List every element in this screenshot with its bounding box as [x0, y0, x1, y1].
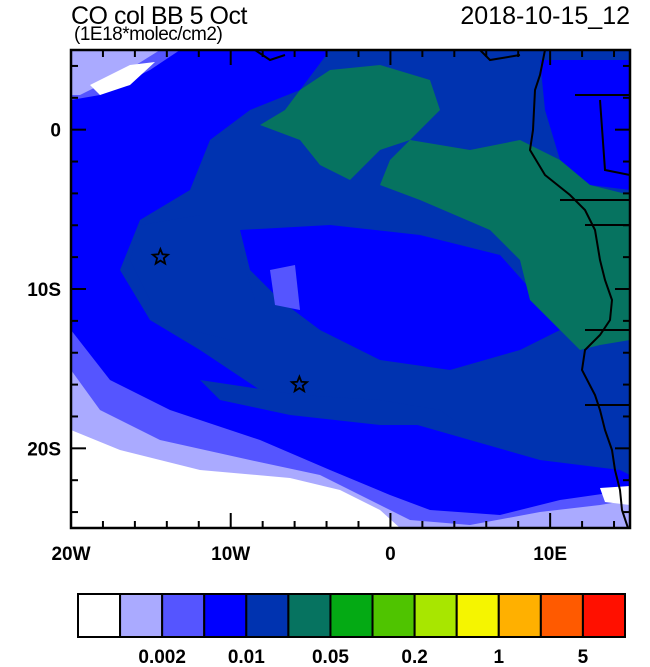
x-tick-label: 10E: [533, 544, 567, 565]
y-tick-label: 0: [50, 121, 61, 142]
colorbar-label: 0.002: [138, 647, 186, 667]
colorbar-box: [413, 593, 458, 638]
colorbar-box: [455, 593, 500, 638]
colorbar-box: [119, 593, 164, 638]
colorbar-box: [371, 593, 416, 638]
axis-ticks: 20W 10W 0 10E 0 10S 20S: [27, 50, 630, 565]
markers: [150, 246, 310, 394]
coastline: [254, 50, 630, 528]
colorbar-label: 1: [493, 647, 504, 667]
colorbar: 0.002 0.01 0.05 0.2 1 5: [77, 593, 627, 667]
x-tick-label: 20W: [51, 544, 90, 565]
y-tick-label: 20S: [27, 439, 61, 460]
star-marker: [150, 246, 171, 266]
datetime-label: 2018-10-15_12: [460, 2, 630, 30]
colorbar-label: 5: [578, 647, 589, 667]
colorbar-box: [287, 593, 332, 638]
co-field: [71, 50, 630, 528]
colorbar-box: [329, 593, 374, 638]
colorbar-box: [245, 593, 290, 638]
colorbar-label: 0.05: [312, 647, 349, 667]
colorbar-label: 0.01: [228, 647, 265, 667]
x-tick-label: 10W: [211, 544, 250, 565]
colorbar-box: [77, 593, 122, 638]
colorbar-label: 0.2: [401, 647, 427, 667]
colorbar-box: [539, 593, 584, 638]
units-label: (1E18*molec/cm2): [74, 24, 223, 45]
x-tick-label: 0: [385, 544, 396, 565]
y-tick-label: 10S: [27, 280, 61, 301]
plot-title: CO col BB 5 Oct: [71, 2, 247, 30]
star-marker: [289, 374, 310, 394]
colorbar-box: [203, 593, 248, 638]
colorbar-box: [497, 593, 542, 638]
colorbar-box: [581, 593, 627, 638]
colorbar-box: [161, 593, 206, 638]
